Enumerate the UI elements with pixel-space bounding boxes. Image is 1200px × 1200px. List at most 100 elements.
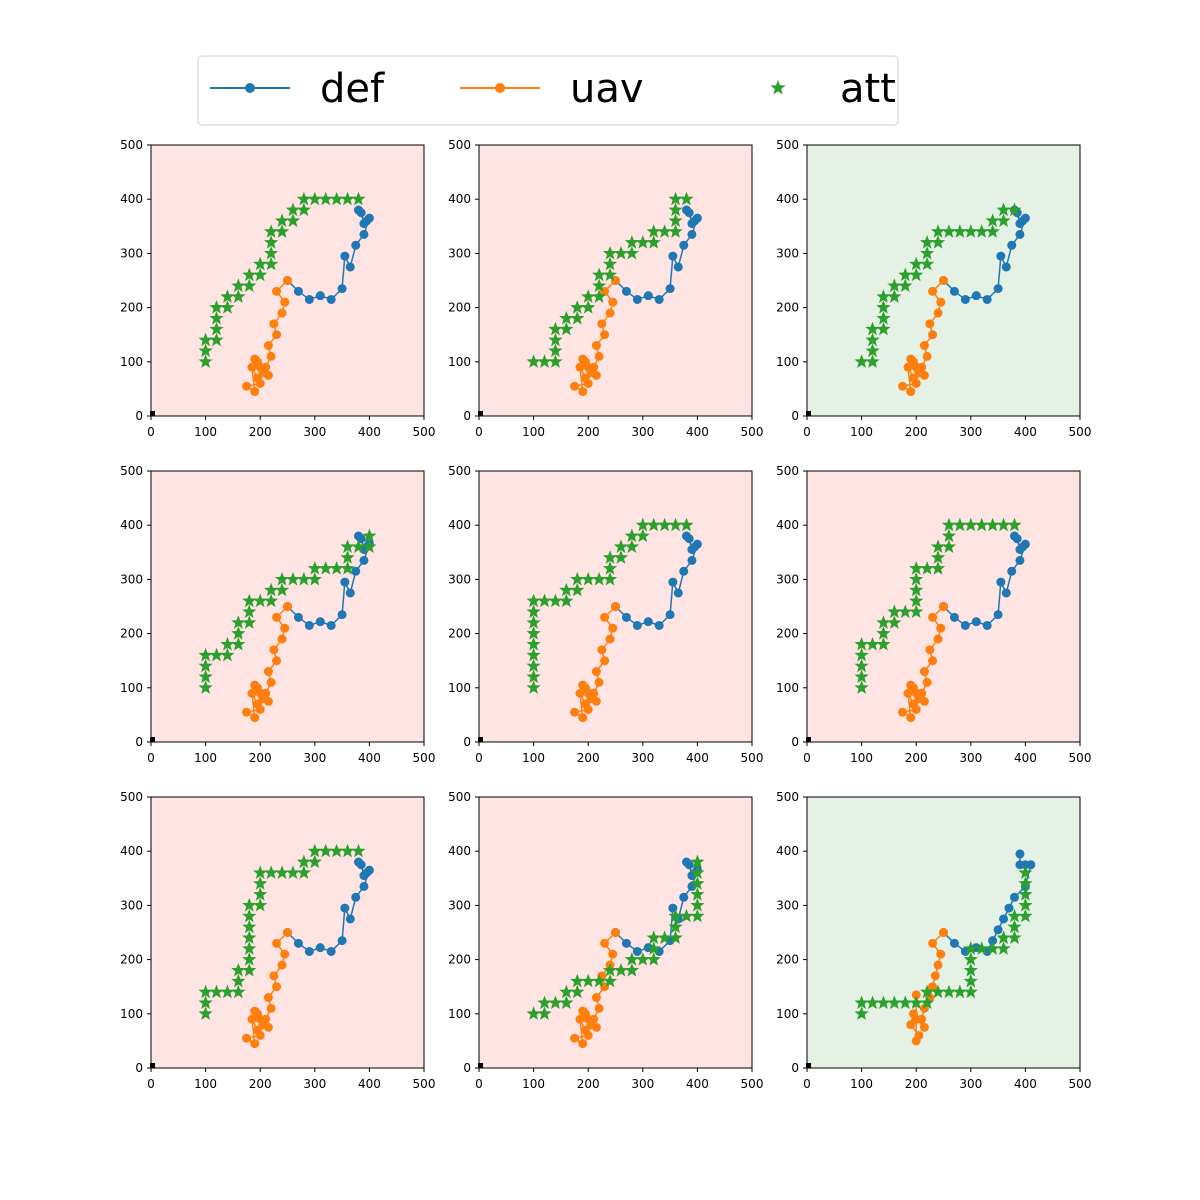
point-att xyxy=(274,213,290,227)
point-att xyxy=(690,897,705,912)
point-def xyxy=(949,938,959,948)
point-uav xyxy=(263,341,273,351)
point-uav xyxy=(255,1030,265,1040)
point-att xyxy=(318,561,333,575)
point-att xyxy=(559,321,574,336)
series-uav xyxy=(898,276,948,397)
x-tick-label: 300 xyxy=(959,751,982,765)
point-def xyxy=(359,871,369,881)
point-att xyxy=(602,962,618,977)
x-tick-label: 300 xyxy=(631,751,654,765)
point-att xyxy=(570,571,585,586)
series-att xyxy=(526,517,694,694)
point-att xyxy=(668,224,683,238)
y-tick-label: 300 xyxy=(448,246,471,260)
point-att xyxy=(941,984,957,999)
point-att xyxy=(963,224,978,238)
point-att xyxy=(537,354,552,368)
point-att xyxy=(307,854,322,869)
point-att xyxy=(602,245,618,260)
point-att xyxy=(668,930,683,944)
point-att xyxy=(646,952,661,966)
y-tick-label: 200 xyxy=(776,627,799,641)
point-uav xyxy=(242,707,252,717)
point-uav xyxy=(906,713,916,723)
point-att xyxy=(952,224,968,238)
point-def xyxy=(621,286,631,296)
point-att xyxy=(329,561,344,575)
point-def xyxy=(687,545,697,555)
point-att xyxy=(679,517,694,532)
point-att xyxy=(526,593,541,608)
y-tick-label: 0 xyxy=(463,409,471,423)
point-def xyxy=(673,262,683,272)
legend-entry-att: att xyxy=(770,66,896,112)
point-att xyxy=(591,278,607,292)
point-att xyxy=(242,952,257,966)
legend-entry-def: def xyxy=(210,66,385,112)
point-def xyxy=(949,612,959,622)
point-def xyxy=(632,294,642,304)
point-att xyxy=(996,517,1011,532)
axes-frame xyxy=(806,470,1081,743)
point-att xyxy=(602,561,618,575)
point-uav xyxy=(911,1036,921,1046)
point-att xyxy=(570,300,585,314)
point-uav xyxy=(611,928,620,937)
point-att xyxy=(865,354,880,368)
point-att xyxy=(985,224,1000,238)
point-uav xyxy=(570,707,580,717)
point-uav xyxy=(266,677,276,687)
point-att xyxy=(854,354,869,368)
point-uav xyxy=(911,378,921,388)
point-att xyxy=(646,517,661,532)
point-att xyxy=(898,995,913,1010)
axes-frame xyxy=(478,470,753,743)
point-att xyxy=(876,626,891,640)
point-def xyxy=(326,294,336,304)
point-att xyxy=(624,235,640,249)
point-att xyxy=(887,995,902,1010)
y-tick-label: 200 xyxy=(448,301,471,315)
point-uav xyxy=(247,688,257,698)
point-uav xyxy=(594,351,604,361)
point-att xyxy=(263,224,279,238)
point-att xyxy=(581,973,596,988)
point-uav xyxy=(597,645,607,655)
point-uav xyxy=(605,634,615,644)
point-att xyxy=(274,224,290,238)
point-att xyxy=(263,235,279,249)
point-uav xyxy=(928,982,938,992)
point-uav xyxy=(250,1039,260,1049)
point-uav xyxy=(605,308,615,318)
point-att xyxy=(974,941,989,955)
point-def xyxy=(993,925,1003,935)
point-def xyxy=(643,617,653,627)
point-att xyxy=(963,962,978,977)
x-tick-label: 400 xyxy=(1014,425,1037,439)
point-att xyxy=(285,202,301,217)
x-tick-label: 500 xyxy=(1069,1077,1092,1091)
y-tick-label: 200 xyxy=(776,953,799,967)
point-att xyxy=(231,984,246,999)
point-att xyxy=(996,930,1011,944)
point-att xyxy=(340,561,355,575)
point-att xyxy=(919,984,935,999)
point-uav xyxy=(255,704,265,714)
y-tick-label: 500 xyxy=(776,138,799,152)
point-uav xyxy=(272,938,282,948)
point-uav xyxy=(922,677,932,687)
axes-frame xyxy=(478,796,753,1069)
point-att xyxy=(198,343,213,358)
point-att xyxy=(1018,876,1033,890)
series-def xyxy=(611,531,702,630)
point-att xyxy=(909,593,924,608)
panel-3: 0 100 200 300 400 500 0 100 200 300 400 500 xyxy=(776,138,1091,439)
point-att xyxy=(635,517,650,532)
base-marker xyxy=(806,1063,811,1068)
point-att xyxy=(876,995,891,1010)
point-uav xyxy=(586,694,596,704)
point-def xyxy=(359,555,369,565)
point-def xyxy=(681,205,691,215)
point-uav xyxy=(272,286,282,296)
